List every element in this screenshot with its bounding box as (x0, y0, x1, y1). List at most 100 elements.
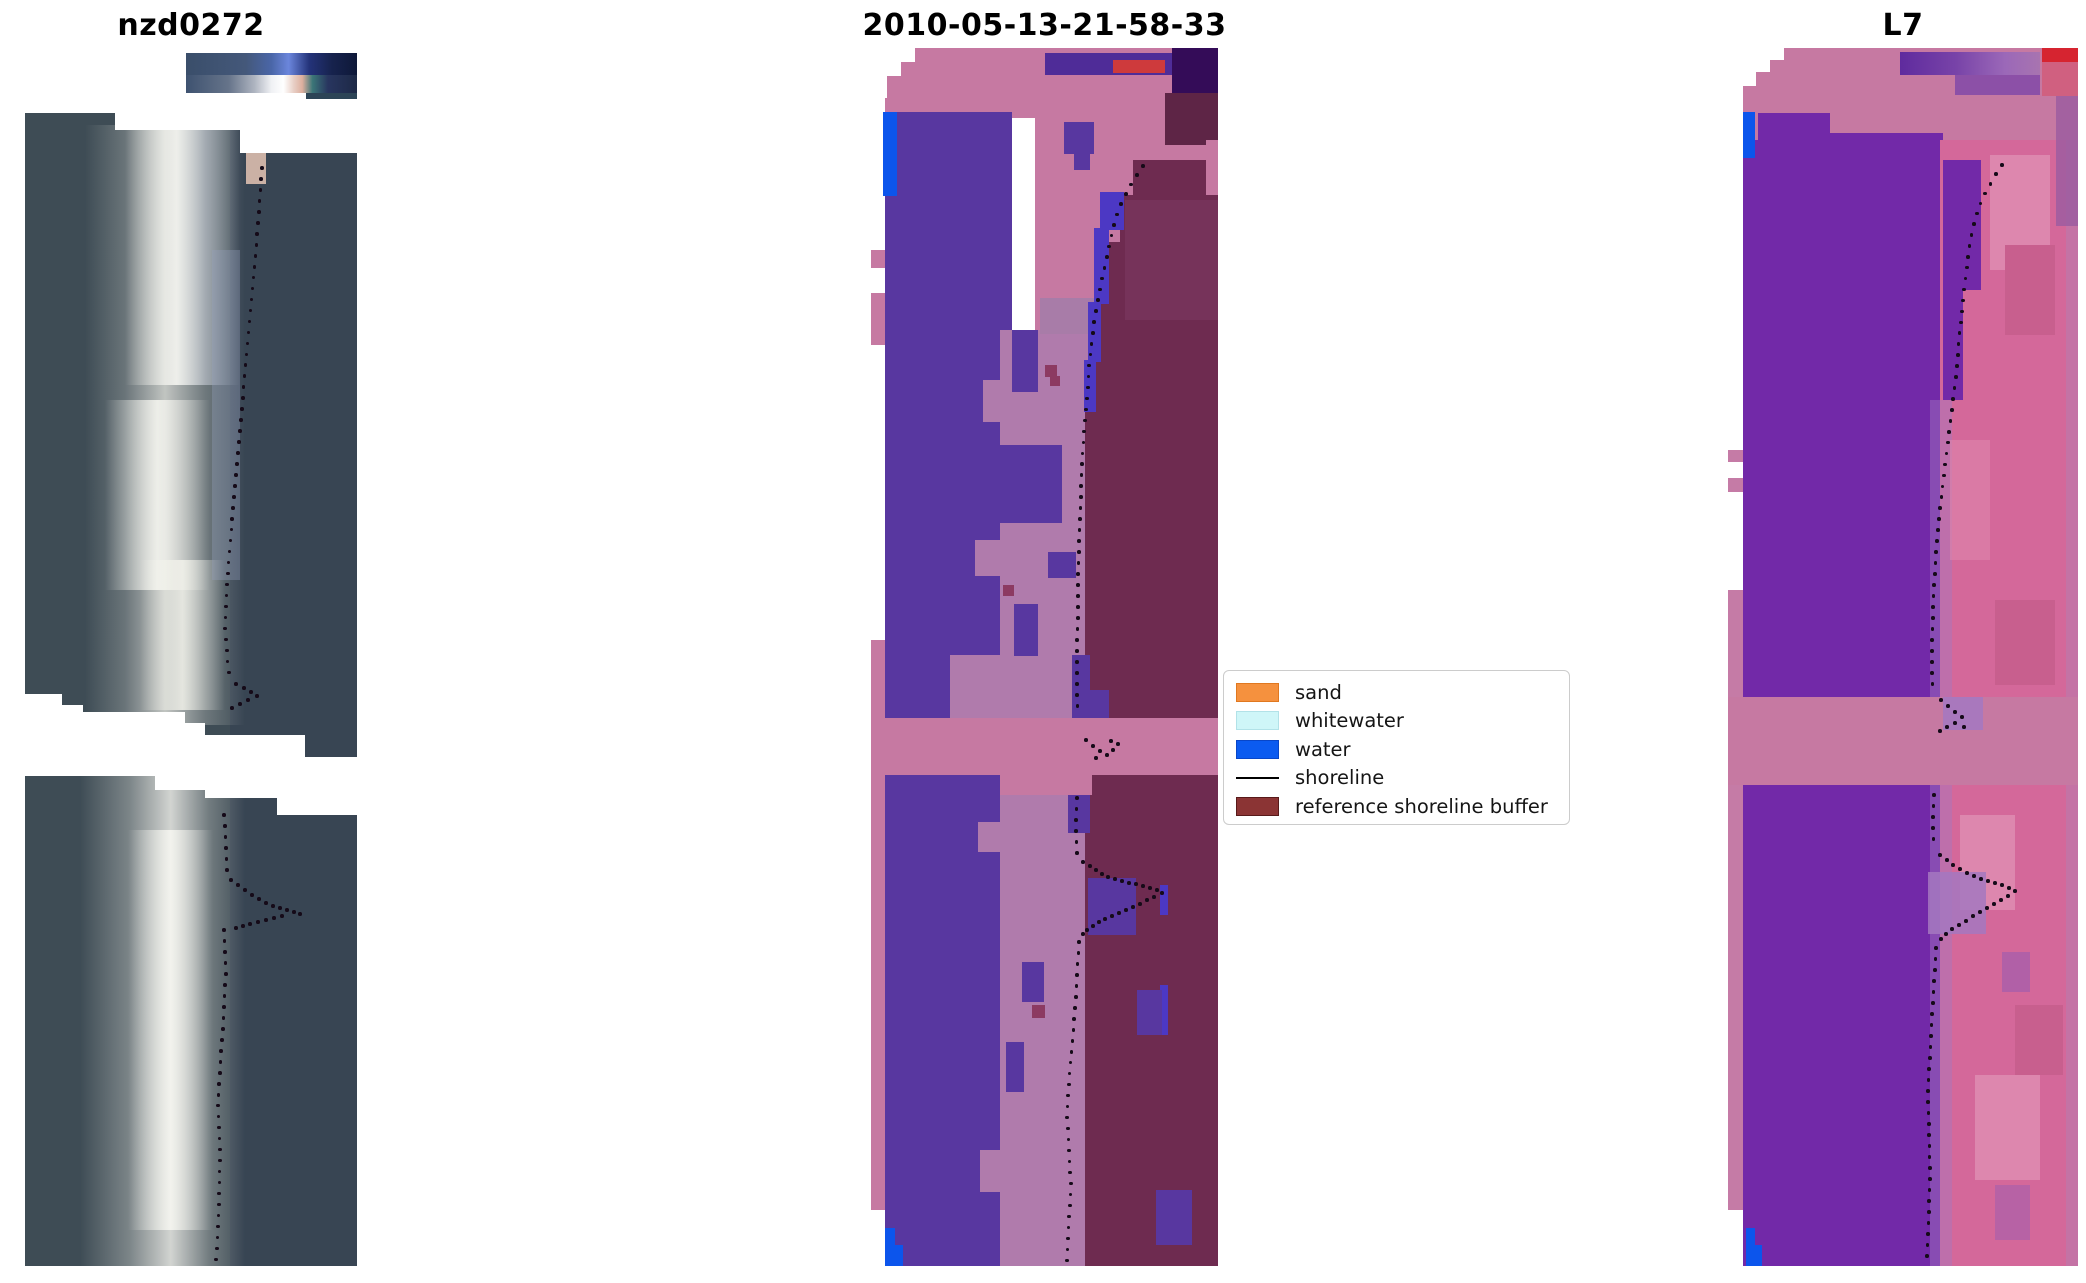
image-region (1113, 60, 1165, 73)
satellite-overlay-clip (1728, 48, 2078, 1266)
image-region (883, 112, 897, 196)
image-region (1758, 113, 1830, 140)
legend-line-swatch (1236, 776, 1279, 779)
image-region (1995, 600, 2055, 685)
image-region (2005, 245, 2055, 335)
image-region (83, 712, 185, 757)
image-region (205, 790, 357, 798)
legend-items: sand whitewater water shoreline reference sh… (1236, 678, 1559, 821)
legend-color-swatch (1236, 739, 1279, 759)
legend-item: whitewater (1236, 707, 1559, 736)
image-region (980, 1150, 1004, 1192)
image-region (1900, 52, 2040, 75)
image-region (1094, 228, 1109, 304)
image-region (1955, 75, 2040, 95)
image-region (186, 75, 357, 93)
image-region (1100, 192, 1124, 230)
image-region (1943, 697, 1983, 730)
image-region (871, 250, 885, 268)
image-region (978, 822, 1004, 852)
image-region (2042, 62, 2078, 96)
image-region (185, 723, 205, 757)
image-region (1746, 1245, 1762, 1266)
image-region (246, 150, 266, 184)
panel-classified-image: 2010-05-13-21-58-33 (863, 8, 1226, 1266)
image-region (1950, 440, 1990, 560)
image-region (871, 640, 885, 1210)
image-region (1050, 376, 1060, 386)
legend: sand whitewater water shoreline reference sh… (1223, 670, 1570, 825)
image-region (1975, 1075, 2040, 1180)
image-region (62, 705, 83, 757)
image-region (1728, 450, 1743, 462)
panel-satellite-overlay: L7 (1728, 8, 2078, 1266)
image-region (140, 560, 225, 710)
legend-color-swatch (1236, 796, 1279, 816)
image-region (2015, 1005, 2063, 1075)
image-region (125, 125, 240, 385)
image-region (1006, 1042, 1024, 1092)
classified-image-clip (871, 48, 1218, 1266)
image-region (1160, 985, 1168, 1035)
image-region (240, 130, 357, 153)
image-region (1085, 690, 1109, 718)
image-region (1088, 878, 1136, 935)
panel-title-satellite: L7 (1882, 8, 1924, 43)
image-region (1728, 60, 1770, 72)
image-region (1172, 48, 1218, 93)
image-region (1125, 200, 1218, 320)
image-region (1012, 330, 1038, 392)
image-region (1022, 962, 1044, 1002)
image-region (885, 1228, 895, 1245)
image-region (1943, 290, 1963, 400)
image-region (1928, 872, 1986, 934)
image-region (230, 113, 357, 757)
image-region (205, 735, 305, 757)
image-region (1160, 885, 1168, 915)
legend-item-label: shoreline (1295, 766, 1385, 790)
image-region (1728, 72, 1756, 86)
image-region (871, 718, 1218, 775)
image-region (1000, 445, 1062, 523)
image-region (1728, 86, 1743, 112)
image-region (115, 113, 357, 130)
panel-rgb-image: nzd0272 (25, 8, 357, 1266)
image-region (2042, 48, 2078, 62)
image-region (1830, 133, 1943, 140)
image-region (1014, 604, 1038, 656)
legend-item: reference shoreline buffer (1236, 792, 1559, 821)
image-region (975, 540, 1003, 576)
image-region (2056, 96, 2078, 226)
panel-title-site-id: nzd0272 (117, 8, 265, 43)
image-region (1930, 400, 1952, 1266)
legend-item-label: sand (1295, 680, 1342, 704)
image-region (1746, 1228, 1755, 1245)
legend-item: water (1236, 735, 1559, 764)
image-region (1003, 585, 1014, 596)
image-region (871, 48, 915, 62)
image-region (155, 776, 357, 790)
image-region (1137, 990, 1162, 1035)
image-region (1156, 1190, 1192, 1245)
image-region (1165, 93, 1218, 145)
image-region (1728, 697, 2078, 785)
legend-item-label: reference shoreline buffer (1295, 794, 1548, 818)
image-region (1045, 365, 1057, 377)
image-region (1728, 590, 1743, 1210)
image-region (1064, 122, 1094, 154)
image-region (950, 655, 1006, 718)
image-region (186, 53, 357, 75)
image-region (128, 830, 213, 1230)
image-region (983, 380, 1003, 422)
image-region (230, 776, 357, 1266)
image-region (2002, 952, 2030, 992)
image-region (885, 1245, 903, 1266)
legend-item: sand (1236, 678, 1559, 707)
image-region (1728, 48, 1784, 60)
image-region (1032, 1005, 1045, 1018)
image-region (1995, 1185, 2030, 1240)
legend-color-swatch (1236, 711, 1279, 731)
image-region (1728, 478, 1743, 492)
image-region (1085, 388, 1218, 1266)
